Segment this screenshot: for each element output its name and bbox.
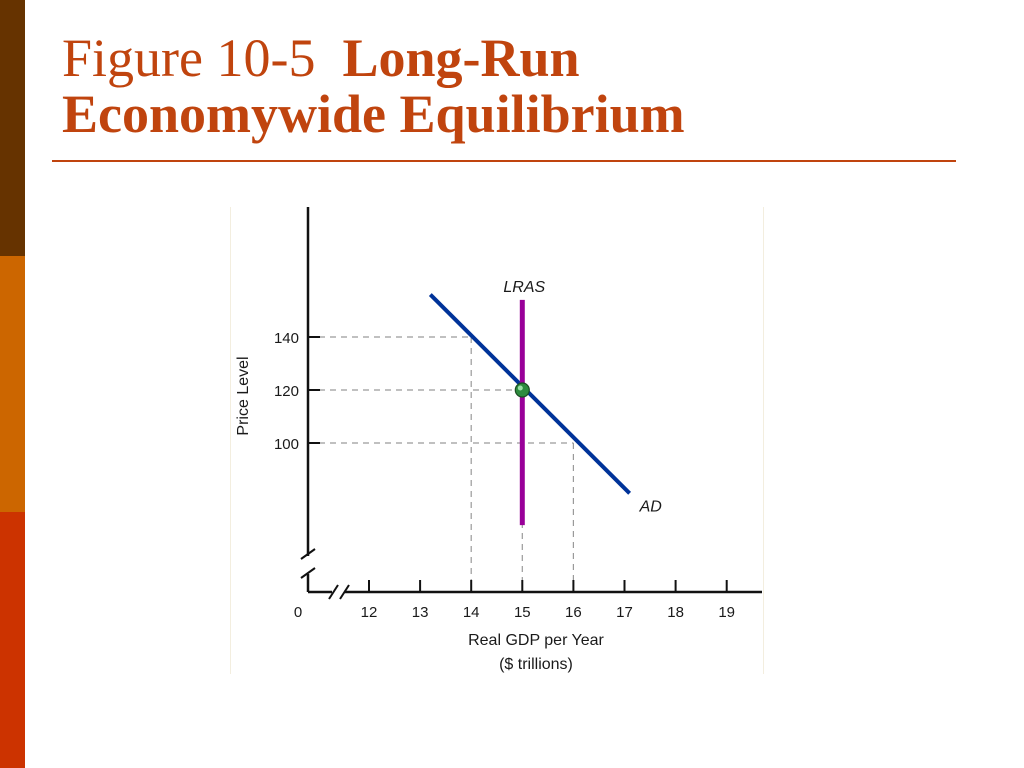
x-tick-label: 15 — [514, 604, 531, 621]
side-bar-top — [0, 0, 25, 256]
x-tick-label: 19 — [718, 604, 735, 621]
x-tick-label: 16 — [565, 604, 582, 621]
side-bar-middle — [0, 256, 25, 512]
x-axis-label-unit: ($ trillions) — [499, 656, 573, 673]
x-tick-label: 14 — [463, 604, 480, 621]
x-tick-label: 17 — [616, 604, 633, 621]
title-underline — [52, 160, 956, 162]
title-main-line2: Economywide Equilibrium — [62, 84, 685, 144]
series-label-ad: AD — [639, 498, 663, 515]
slide-title: Figure 10-5 Long-Run Economywide Equilib… — [62, 30, 962, 142]
y-tick-label: 140 — [274, 330, 299, 347]
title-figure-number: Figure 10-5 — [62, 28, 316, 88]
y-tick-label: 100 — [274, 436, 299, 453]
title-main-line1: Long-Run — [342, 28, 580, 88]
y-axis-break-mark-1 — [300, 548, 316, 560]
side-bar-bottom — [0, 512, 25, 768]
series-line-ad — [428, 293, 632, 495]
y-axis-label: Price Level — [235, 356, 252, 435]
equilibrium-point — [514, 382, 530, 398]
x-axis-label: Real GDP per Year — [468, 632, 604, 649]
x-axis-break-mark-1 — [328, 584, 339, 600]
x-tick-label: 18 — [667, 604, 684, 621]
series-label-lras: LRAS — [503, 279, 545, 296]
y-axis-break-mark-2 — [300, 567, 316, 579]
x-axis-break-mark-2 — [339, 584, 350, 600]
y-tick-label: 120 — [274, 383, 299, 400]
figure-frame — [230, 207, 764, 674]
x-tick-label: 13 — [412, 604, 429, 621]
x-origin-label: 0 — [294, 604, 302, 621]
x-tick-label: 12 — [361, 604, 378, 621]
equilibrium-point-highlight — [517, 385, 523, 391]
